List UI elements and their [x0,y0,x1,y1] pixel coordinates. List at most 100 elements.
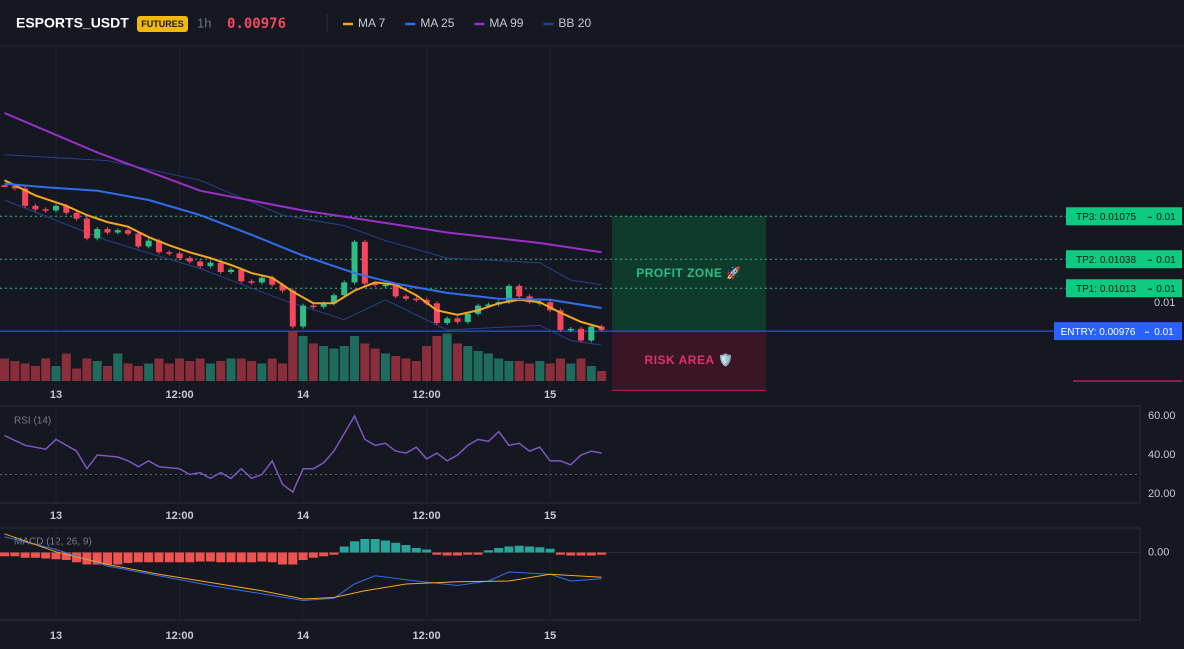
macd-hist [360,539,370,553]
candle [372,283,379,286]
rsi-tick-label: 60.00 [1148,410,1176,422]
candle [135,233,142,247]
macd-hist [391,542,401,553]
macd-hist [401,545,411,553]
candle [176,253,183,259]
volume-bar [535,361,545,381]
volume-bar [452,343,462,381]
x-tick-label: 13 [50,630,62,642]
x-tick-label: 13 [50,510,62,522]
candle [217,262,224,272]
legend-label: BB 20 [558,16,591,30]
volume-bar [133,366,143,381]
macd-line [4,533,602,600]
candle [114,230,121,233]
candle [73,212,80,219]
zone-label: RISK AREA 🛡️ [645,353,734,367]
macd-hist [473,552,483,555]
candle [351,241,358,283]
macd-hist [102,552,112,565]
macd-hist [0,552,10,557]
candle [433,303,440,324]
volume-bar [113,353,123,381]
x-tick-label: 12:00 [413,630,441,642]
macd-hist [154,552,164,563]
candle [567,328,574,331]
candle [166,252,173,254]
volume-bar [555,358,565,381]
candle [413,298,420,301]
macd-hist [205,552,215,562]
volume-bar [360,343,370,381]
candle [547,302,554,311]
candle [361,241,368,284]
candle [588,326,595,341]
macd-line [4,536,602,602]
macd-hist [61,552,71,560]
macd-hist [319,552,329,557]
volume-bar [257,363,267,381]
volume-bar [30,366,40,381]
zone [612,331,766,391]
macd-hist [432,552,442,555]
volume-bar [319,346,329,381]
volume-bar [350,336,360,381]
candle [197,261,204,267]
candle [279,284,286,291]
volume-bar [494,358,504,381]
entry-axis-label: 0.01 [1154,327,1174,338]
tp-tag [1066,207,1182,226]
candle [228,269,235,272]
macd-hist [267,552,277,563]
candle [289,290,296,327]
volume-bar [545,363,555,381]
volume-bar [82,358,92,381]
volume-bar [236,358,246,381]
x-tick-label: 12:00 [165,389,193,401]
volume-bar [566,363,576,381]
volume-bar [277,363,287,381]
volume-bar [442,333,452,381]
volume-bar [422,346,432,381]
candle [444,318,451,324]
volume-bar [298,336,308,381]
macd-hist [483,550,493,553]
candle [32,205,39,210]
volume-bar [216,361,226,381]
symbol: ESPORTS_USDT [16,15,129,31]
macd-hist [545,548,555,553]
volume-bar [185,361,195,381]
rsi-line [4,414,602,494]
macd-hist [247,552,257,563]
volume-bar [329,348,339,381]
entry-tag [1054,322,1182,341]
macd-hist [277,552,287,565]
volume-bar [195,358,205,381]
volume-bar [401,358,411,381]
candle [186,258,193,262]
volume-bar [308,343,318,381]
volume-bar [586,366,596,381]
candle [464,313,471,322]
macd-hist [144,552,154,563]
macd-hist [30,552,40,558]
rsi-tick-label: 40.00 [1148,449,1176,461]
candle [341,282,348,296]
volume-bar [576,358,586,381]
volume-bar [102,366,112,381]
macd-hist [185,552,195,563]
x-tick-label: 13 [50,389,62,401]
volume-bar [288,331,298,381]
x-tick-label: 12:00 [413,389,441,401]
candle [53,205,60,211]
tp-tag [1066,250,1182,269]
volume-bar [61,353,71,381]
candle [403,296,410,299]
ma-line [4,112,602,254]
volume-bar [339,346,349,381]
volume-bar [175,358,185,381]
tp-label: TP3: 0.01075 [1076,212,1136,223]
volume-bar [164,363,174,381]
candle [125,230,132,234]
candle [310,305,317,308]
